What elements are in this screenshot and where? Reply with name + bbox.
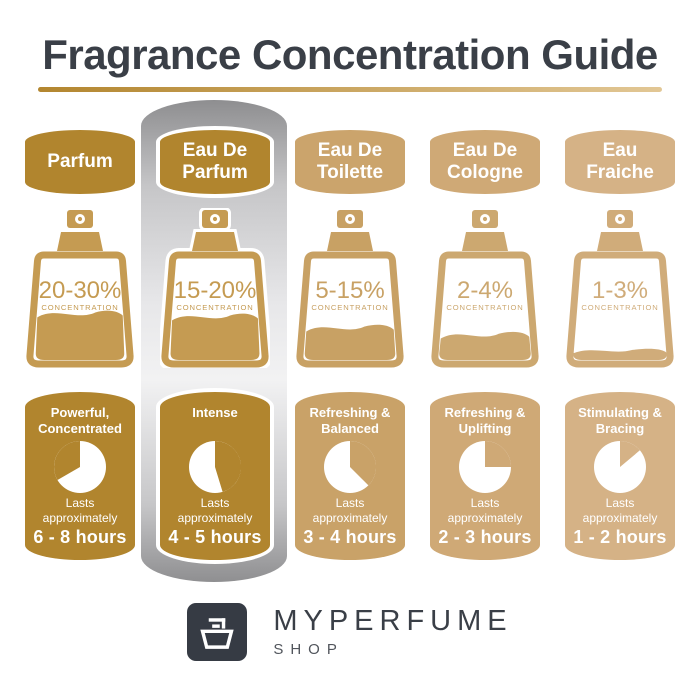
info-card: Refreshing & Balanced Lasts approximately … bbox=[295, 392, 405, 561]
category-banner: Eau Fraiche bbox=[565, 130, 675, 195]
svg-text:15-20%: 15-20% bbox=[174, 277, 257, 304]
perfume-bottle-icon: 1-3% CONCENTRATION bbox=[565, 208, 675, 368]
page-title: Fragrance Concentration Guide bbox=[42, 31, 658, 78]
lasts-label: Lasts approximately bbox=[312, 496, 388, 526]
info-card: Stimulating & Bracing Lasts approximately … bbox=[565, 392, 675, 561]
clock-icon bbox=[189, 441, 242, 494]
perfume-bottle-icon: 2-4% CONCENTRATION bbox=[430, 208, 540, 368]
footer: MYPERFUME SHOP bbox=[0, 603, 700, 662]
perfume-bottle-logo-icon bbox=[200, 618, 235, 650]
column-parfum: Parfum 20-30% CONCENTRATION Powerful, Con… bbox=[25, 100, 135, 582]
clock-icon bbox=[459, 441, 511, 494]
duration-text: 6 - 8 hours bbox=[33, 527, 127, 548]
strength-label: Refreshing & Uplifting bbox=[444, 405, 526, 437]
clock-icon bbox=[324, 441, 377, 494]
svg-text:2-4%: 2-4% bbox=[457, 277, 513, 304]
brand-name: MYPERFUME bbox=[273, 605, 513, 638]
svg-text:1-3%: 1-3% bbox=[592, 277, 648, 304]
category-banner: Eau De Cologne bbox=[430, 130, 540, 195]
svg-text:CONCENTRATION: CONCENTRATION bbox=[581, 303, 658, 312]
brand-subtitle: SHOP bbox=[273, 641, 344, 659]
column-eau-fraiche: Eau Fraiche 1-3% CONCENTRATION Stimulatin… bbox=[565, 100, 675, 582]
info-card: Refreshing & Uplifting Lasts approximately… bbox=[430, 392, 540, 561]
column-eau-de-toilette: Eau De Toilette 5-15% CONCENTRATION Refre… bbox=[295, 100, 405, 582]
perfume-bottle-icon: 20-30% CONCENTRATION bbox=[25, 208, 135, 368]
svg-text:CONCENTRATION: CONCENTRATION bbox=[41, 303, 118, 312]
strength-label: Powerful, Concentrated bbox=[38, 405, 122, 437]
strength-label: Stimulating & Bracing bbox=[578, 405, 662, 437]
info-card: Powerful, Concentrated Lasts approximately… bbox=[25, 392, 135, 561]
info-card: Intense Lasts approximately 4 - 5 hours bbox=[160, 392, 270, 561]
header: Fragrance Concentration Guide bbox=[0, 0, 700, 93]
duration-text: 1 - 2 hours bbox=[573, 527, 667, 548]
svg-text:CONCENTRATION: CONCENTRATION bbox=[176, 303, 253, 312]
lasts-label: Lasts approximately bbox=[582, 496, 658, 526]
svg-text:5-15%: 5-15% bbox=[315, 277, 384, 304]
column-eau-de-cologne: Eau De Cologne 2-4% CONCENTRATION Refresh… bbox=[430, 100, 540, 582]
title-underline bbox=[38, 87, 662, 93]
duration-text: 4 - 5 hours bbox=[168, 527, 262, 548]
perfume-bottle-icon: 15-20% CONCENTRATION bbox=[160, 208, 270, 369]
category-banner: Eau De Toilette bbox=[295, 130, 405, 195]
strength-label: Refreshing & Balanced bbox=[309, 405, 391, 437]
lasts-label: Lasts approximately bbox=[42, 496, 118, 526]
svg-text:20-30%: 20-30% bbox=[39, 277, 122, 304]
svg-text:CONCENTRATION: CONCENTRATION bbox=[446, 303, 523, 312]
shop-logo bbox=[187, 603, 248, 662]
strength-label: Intense bbox=[192, 405, 238, 421]
clock-icon bbox=[594, 441, 646, 494]
clock-icon bbox=[54, 441, 106, 494]
duration-text: 2 - 3 hours bbox=[438, 527, 532, 548]
category-banner: Parfum bbox=[25, 130, 135, 195]
duration-text: 3 - 4 hours bbox=[303, 527, 397, 548]
brand-text: MYPERFUME SHOP bbox=[273, 605, 513, 659]
concentration-grid: Parfum 20-30% CONCENTRATION Powerful, Con… bbox=[25, 100, 675, 583]
column-eau-de-parfum: Eau De Parfum 15-20% CONCENTRATION Intens… bbox=[160, 100, 270, 582]
lasts-label: Lasts approximately bbox=[447, 496, 523, 526]
perfume-bottle-icon: 5-15% CONCENTRATION bbox=[295, 208, 405, 368]
columns: Parfum 20-30% CONCENTRATION Powerful, Con… bbox=[25, 100, 675, 582]
svg-text:CONCENTRATION: CONCENTRATION bbox=[311, 303, 388, 312]
category-banner: Eau De Parfum bbox=[160, 130, 270, 195]
lasts-label: Lasts approximately bbox=[177, 496, 253, 526]
